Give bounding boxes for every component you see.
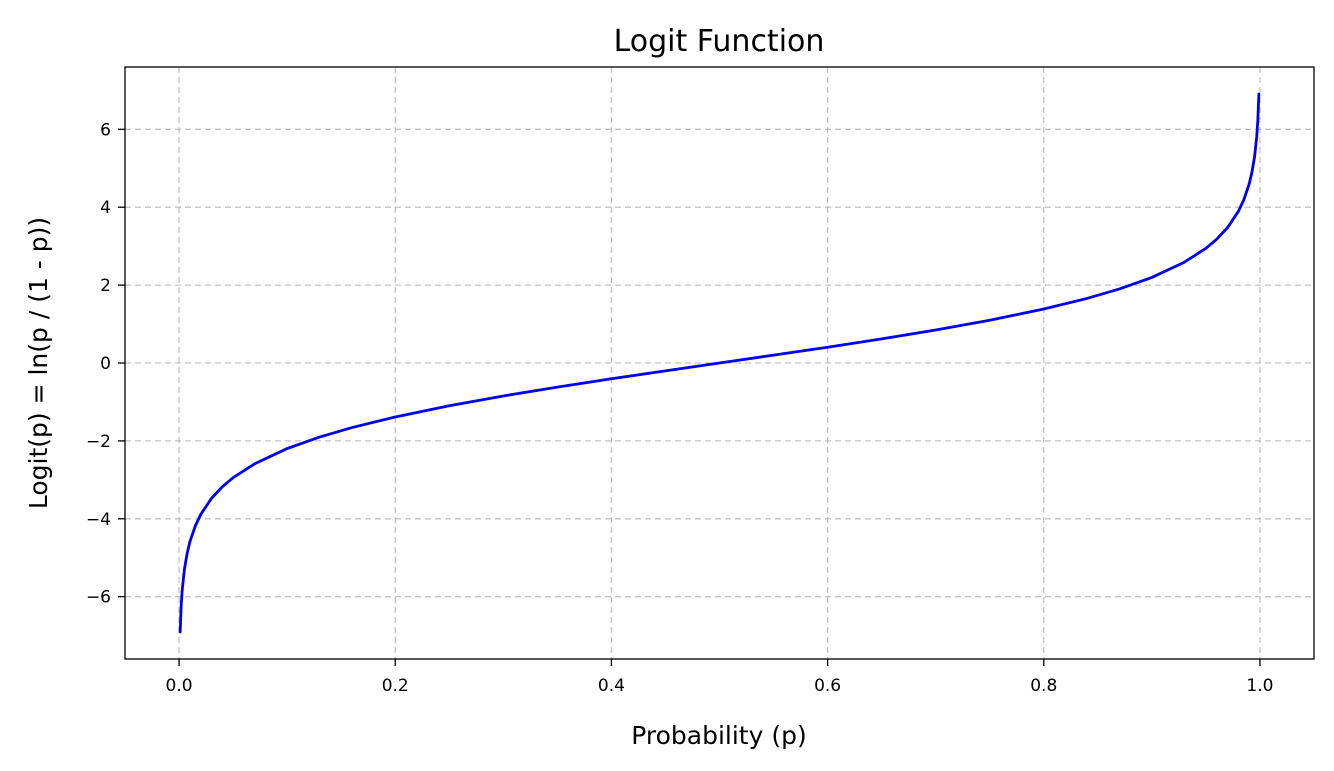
x-tick-label: 0.4 — [598, 676, 625, 696]
y-tick-label: 6 — [100, 120, 111, 140]
y-axis-ticks: −6 −4 −2 0 2 4 6 — [86, 120, 125, 608]
y-tick-label: −4 — [86, 510, 111, 530]
x-tick-label: 0.0 — [166, 676, 193, 696]
y-tick-label: 0 — [100, 354, 111, 374]
y-tick-label: 2 — [100, 276, 111, 296]
y-axis-label: Logit(p) = ln(p / (1 - p)) — [24, 217, 53, 509]
y-tick-label: −6 — [86, 588, 111, 608]
x-tick-label: 0.6 — [814, 676, 841, 696]
x-axis-ticks: 0.0 0.2 0.4 0.6 0.8 1.0 — [166, 659, 1273, 696]
x-tick-label: 0.2 — [382, 676, 409, 696]
y-tick-label: −2 — [86, 432, 111, 452]
chart-title: Logit Function — [614, 24, 825, 59]
x-tick-label: 0.8 — [1030, 676, 1057, 696]
y-tick-label: 4 — [100, 198, 111, 218]
x-axis-label: Probability (p) — [631, 721, 806, 750]
logit-curve — [178, 92, 1261, 634]
x-tick-label: 1.0 — [1246, 676, 1273, 696]
